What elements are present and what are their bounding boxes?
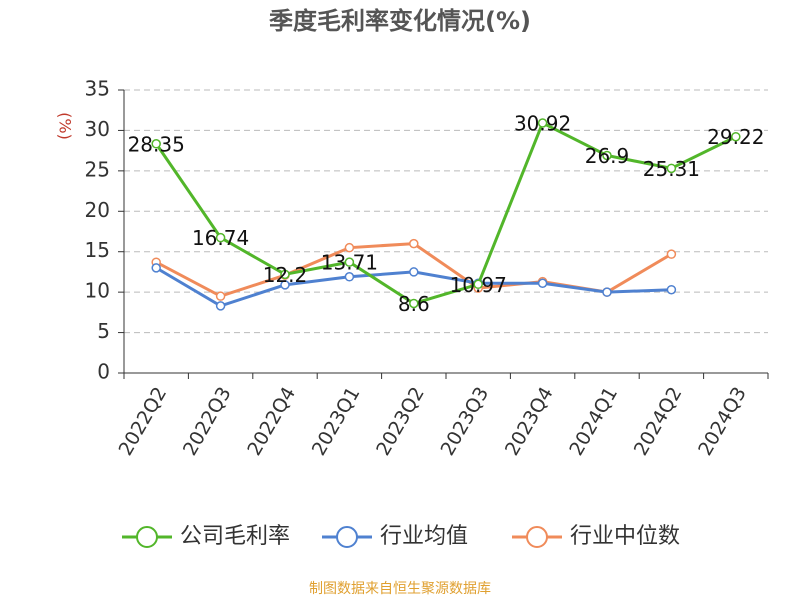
legend-marker (526, 526, 548, 548)
data-point (537, 278, 548, 288)
data-label: 10.97 (450, 273, 507, 297)
data-point (409, 267, 419, 277)
legend-marker (336, 526, 358, 548)
data-label: 12.2 (263, 263, 308, 287)
data-label: 8.6 (398, 292, 430, 316)
y-tick-label: 25 (85, 157, 110, 181)
series-line (154, 120, 737, 306)
data-point (215, 301, 226, 311)
data-label: 25.31 (643, 157, 700, 181)
y-tick-label: 0 (97, 360, 110, 384)
legend-label: 行业中位数 (570, 524, 680, 549)
x-tick-label: 2022Q3 (179, 383, 236, 459)
data-point (151, 139, 161, 149)
y-tick-label: 35 (85, 77, 110, 101)
data-point (602, 287, 612, 297)
data-point (344, 257, 355, 267)
x-tick-label: 2023Q4 (501, 383, 558, 459)
data-label: 13.71 (321, 251, 378, 275)
data-point (280, 280, 290, 290)
data-point (344, 242, 355, 253)
x-tick-label: 2023Q1 (308, 383, 365, 459)
x-tick-label: 2024Q3 (694, 383, 751, 459)
x-tick-label: 2022Q4 (243, 383, 300, 459)
data-point (409, 238, 419, 249)
data-label: 30.92 (514, 111, 571, 135)
data-point (537, 118, 548, 128)
data-label: 26.9 (585, 144, 630, 168)
data-point (409, 298, 419, 309)
x-tick-label: 2023Q2 (372, 383, 429, 459)
data-point (666, 249, 677, 259)
x-tick-label: 2023Q3 (437, 383, 494, 459)
x-tick-label: 2022Q2 (115, 383, 172, 459)
y-tick-label: 10 (85, 279, 110, 303)
data-point (344, 272, 355, 282)
y-tick-label: 5 (97, 319, 110, 343)
legend-label: 行业均值 (380, 524, 468, 549)
x-tick-label: 2024Q1 (565, 383, 622, 459)
data-point (215, 291, 226, 301)
data-point (731, 131, 741, 142)
data-point (473, 279, 483, 290)
legend-label: 公司毛利率 (180, 524, 290, 549)
legend-marker (136, 526, 158, 548)
data-label: 16.74 (192, 226, 249, 250)
data-point (151, 263, 161, 273)
data-point (666, 284, 677, 295)
y-tick-label: 20 (85, 198, 110, 222)
y-tick-label: 30 (85, 117, 110, 141)
x-tick-label: 2024Q2 (630, 383, 687, 459)
data-label: 29.22 (707, 125, 764, 149)
data-point (280, 269, 290, 280)
data-point (666, 163, 677, 174)
data-label: 28.35 (128, 132, 185, 156)
data-point (602, 150, 612, 161)
y-tick-label: 15 (85, 238, 110, 262)
y-axis-label: (%) (56, 112, 75, 140)
data-point (215, 232, 226, 243)
source-note: 制图数据来自恒生聚源数据库 (309, 581, 491, 597)
chart-title: 季度毛利率变化情况(%) (269, 7, 531, 35)
